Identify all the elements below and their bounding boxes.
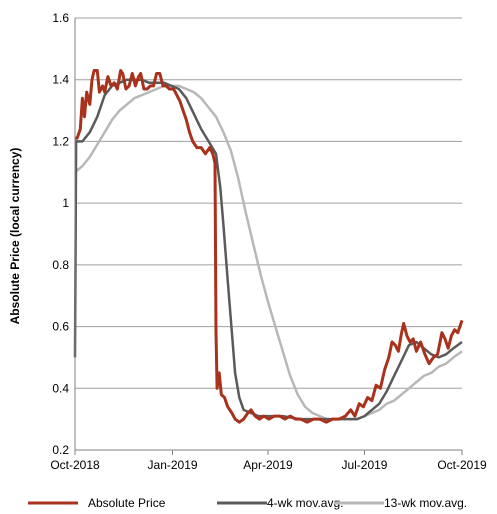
series-line-0 xyxy=(75,69,464,424)
y-tick-label: 1.6 xyxy=(52,11,69,25)
x-tick-label: Oct-2018 xyxy=(50,458,100,472)
y-tick-label: 1.2 xyxy=(52,134,69,148)
legend-label: 4-wk mov.avg. xyxy=(267,496,343,510)
x-tick-label: Jan-2019 xyxy=(148,458,198,472)
axes xyxy=(74,18,463,455)
series-line-1 xyxy=(73,78,463,421)
legend: Absolute Price 4-wk mov.avg. 13-wk mov.avg… xyxy=(28,496,467,510)
y-tick-label: 1.4 xyxy=(52,73,69,87)
x-tick-label: Oct-2019 xyxy=(437,458,487,472)
y-tick-label: 0.6 xyxy=(52,320,69,334)
series-lines xyxy=(73,69,464,424)
y-tick-label: 0.4 xyxy=(52,381,69,395)
y-tick-label: 0.8 xyxy=(52,258,69,272)
y-axis-title: Absolute Price (local currency) xyxy=(8,148,22,325)
y-tick-label: 1 xyxy=(62,196,69,210)
grid-lines xyxy=(75,17,462,451)
x-tick-label: Apr-2019 xyxy=(243,458,293,472)
y-tick-labels: 0.2 0.4 0.6 0.8 1 1.2 1.4 1.6 xyxy=(52,11,69,457)
legend-label: 13-wk mov.avg. xyxy=(384,496,467,510)
legend-label: Absolute Price xyxy=(88,496,166,510)
y-tick-label: 0.2 xyxy=(52,443,69,457)
series-line-2 xyxy=(74,84,463,421)
x-tick-label: Jul-2019 xyxy=(341,458,387,472)
x-tick-labels: Oct-2018 Jan-2019 Apr-2019 Jul-2019 Oct-2019 xyxy=(50,458,487,472)
